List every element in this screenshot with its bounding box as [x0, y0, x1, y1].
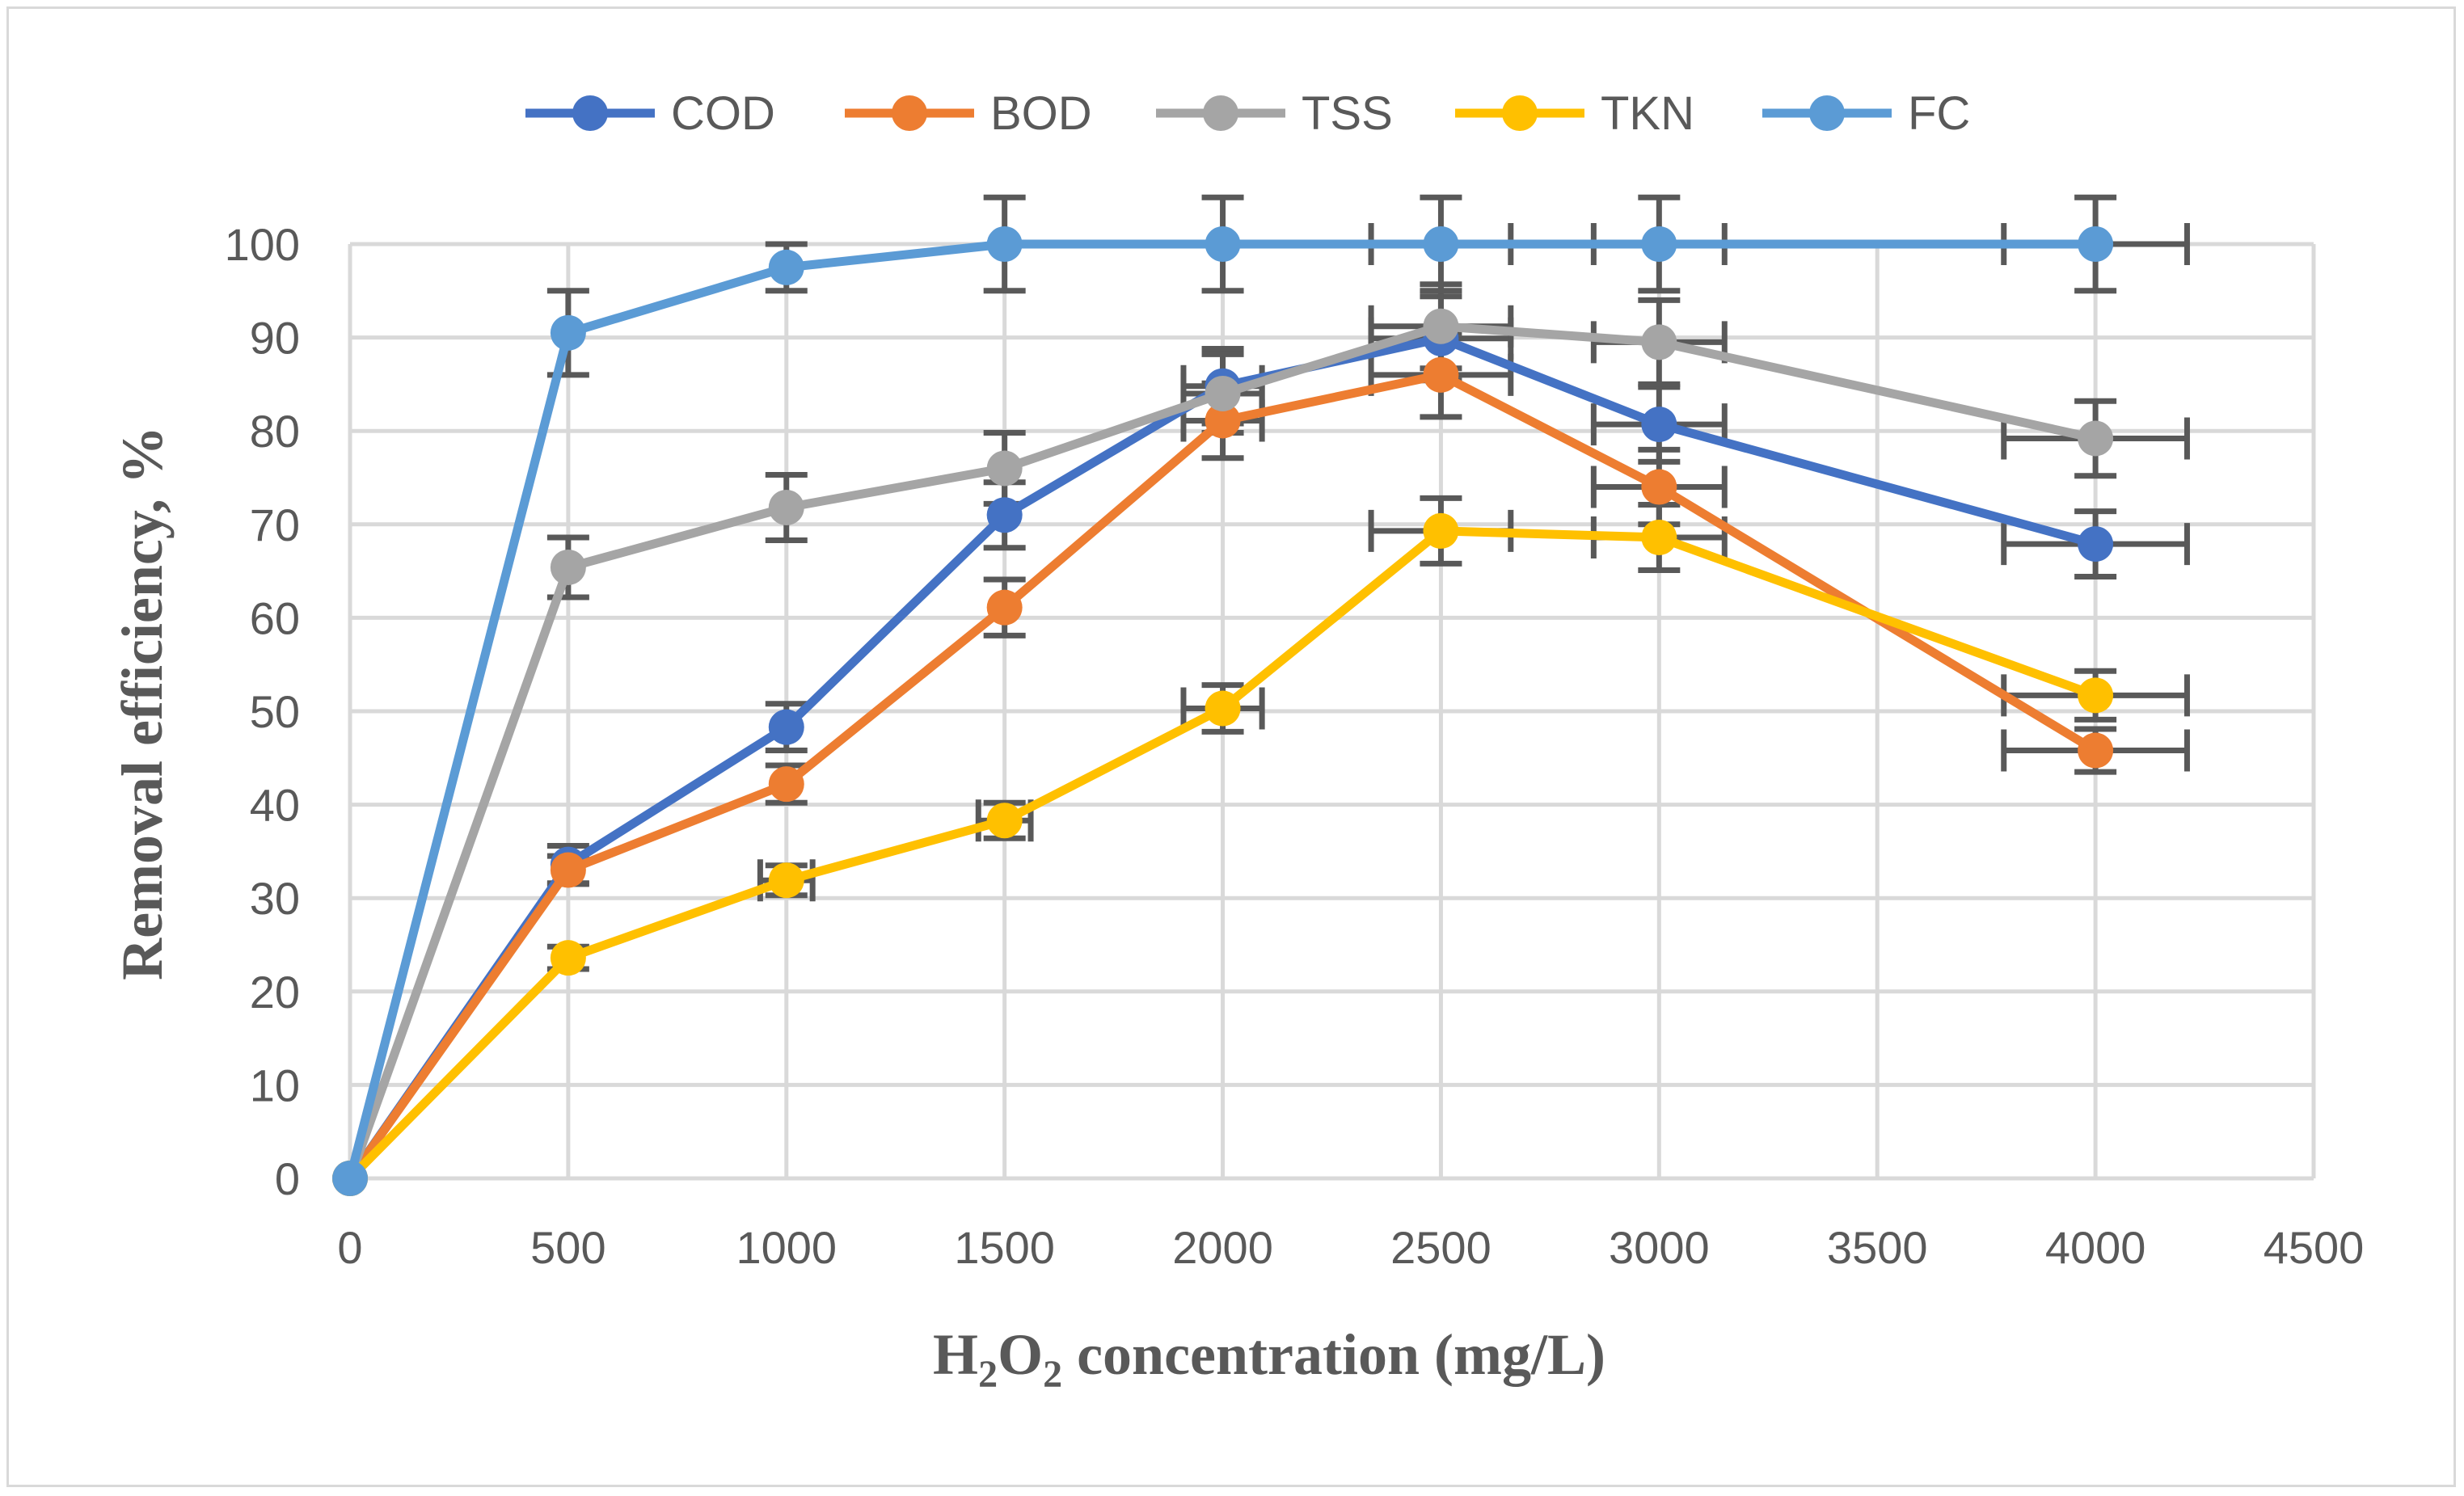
data-point-bod: [550, 852, 586, 888]
y-tick-label: 80: [250, 406, 300, 457]
data-point-bod: [768, 766, 804, 803]
data-point-tkn: [986, 803, 1023, 839]
legend-label-cod: COD: [671, 87, 775, 140]
y-tick-label: 90: [250, 313, 300, 364]
legend-label-tkn: TKN: [1601, 87, 1694, 140]
data-point-bod: [986, 589, 1023, 626]
x-tick-label: 0: [337, 1222, 362, 1273]
x-axis-title: H2O2 concentration (mg/L): [933, 1322, 1605, 1396]
data-point-tss: [1641, 324, 1677, 360]
data-point-bod: [1423, 356, 1459, 393]
x-tick-label: 500: [530, 1222, 605, 1273]
x-tick-labels: 0 500 1000 1500 2000 2500 3000 3500 4000 4500: [337, 1222, 2364, 1273]
data-point-tss: [986, 450, 1023, 487]
y-axis-title: Removal efficiency, %: [110, 426, 175, 980]
y-tick-label: 20: [250, 967, 300, 1018]
data-point-fc: [986, 226, 1023, 262]
series-line-cod: [346, 334, 2097, 1182]
data-point-tkn: [1205, 690, 1241, 727]
x-tick-label: 1500: [954, 1222, 1055, 1273]
data-point-tss: [1423, 308, 1459, 344]
data-point-tss: [768, 489, 804, 525]
x-tick-label: 2000: [1172, 1222, 1273, 1273]
data-point-bod: [2078, 732, 2114, 769]
data-point-fc: [1423, 226, 1459, 262]
legend-label-tss: TSS: [1302, 87, 1393, 140]
legend-label-fc: FC: [1908, 87, 1970, 140]
data-point-tss: [550, 549, 586, 585]
data-point-bod: [1641, 469, 1677, 505]
y-tick-label: 60: [250, 592, 300, 643]
data-point-cod: [1641, 407, 1677, 443]
data-point-fc: [1641, 226, 1677, 262]
data-point-tkn: [550, 940, 586, 976]
legend-label-bod: BOD: [990, 87, 1092, 140]
x-tick-label: 3500: [1827, 1222, 1928, 1273]
y-tick-label: 50: [250, 686, 300, 737]
data-point-bod: [1205, 402, 1241, 439]
data-point-tkn: [2078, 677, 2114, 714]
legend-marker-bod: [892, 95, 927, 131]
data-point-tkn: [1423, 512, 1459, 549]
error-bars: [546, 194, 2190, 972]
data-point-tkn: [1641, 519, 1677, 555]
series-line-fc: [345, 239, 2096, 1180]
y-tick-label: 0: [275, 1153, 300, 1204]
legend-marker-cod: [572, 95, 608, 131]
y-tick-label: 100: [225, 219, 300, 270]
series-line-bod: [346, 370, 2098, 1182]
data-point-cod: [2078, 526, 2114, 563]
data-point-cod: [768, 709, 804, 745]
legend-marker-fc: [1809, 95, 1845, 131]
x-tick-label: 1000: [736, 1222, 837, 1273]
y-tick-label: 70: [250, 499, 300, 550]
data-point-fc: [2078, 226, 2114, 262]
data-point-fc: [1205, 226, 1241, 262]
series-line-tkn: [347, 526, 2097, 1182]
data-point-fc: [550, 314, 586, 351]
y-tick-label: 10: [250, 1060, 300, 1110]
legend-marker-tkn: [1502, 95, 1538, 131]
data-point-fc: [768, 249, 804, 285]
chart-frame: [6, 6, 2456, 1487]
gridlines: [348, 242, 2316, 1181]
y-tick-label: 30: [250, 873, 300, 924]
y-tick-label: 40: [250, 780, 300, 831]
legend-marker-tss: [1203, 95, 1238, 131]
data-point-fc: [332, 1161, 368, 1196]
series-lines: [332, 226, 2114, 1196]
data-point-cod: [986, 497, 1023, 533]
x-tick-label: 2500: [1390, 1222, 1491, 1273]
x-tick-label: 4000: [2045, 1222, 2146, 1273]
x-tick-label: 4500: [2264, 1222, 2365, 1273]
x-tick-label: 3000: [1609, 1222, 1710, 1273]
y-tick-labels: 0 10 20 30 40 50 60 70 80 90 100: [225, 219, 300, 1204]
legend: COD BOD TSS TKN FC: [525, 87, 1970, 140]
data-point-tss: [1205, 375, 1241, 411]
data-point-tss: [2078, 420, 2114, 457]
data-point-tkn: [768, 862, 804, 899]
series-line-tss: [345, 322, 2097, 1180]
